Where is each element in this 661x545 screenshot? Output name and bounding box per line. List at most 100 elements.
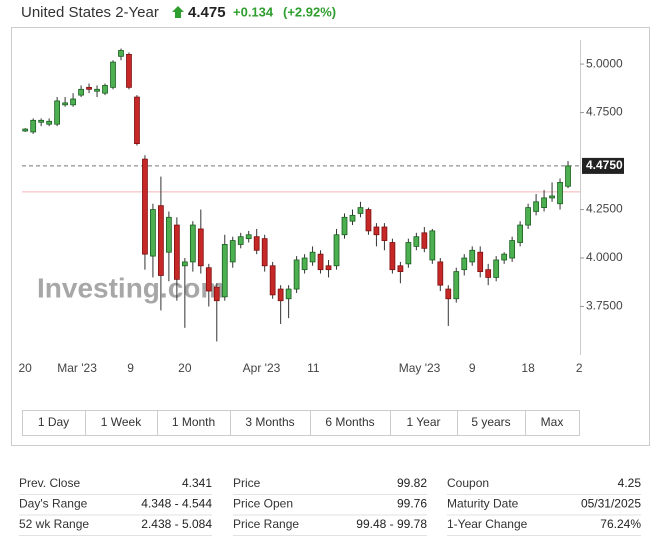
range-button-label[interactable]: 1 Day bbox=[38, 415, 69, 429]
candle-body bbox=[509, 240, 516, 259]
stat-label: Prev. Close bbox=[19, 476, 80, 490]
candle-body bbox=[557, 181, 563, 205]
y-tick-label: 4.7500 bbox=[586, 105, 623, 119]
last-price-label: 4.4750 bbox=[586, 158, 623, 172]
change: +0.134 bbox=[233, 4, 274, 19]
range-button-label[interactable]: 1 Year bbox=[406, 415, 440, 429]
candle-body bbox=[477, 251, 484, 273]
candle-body bbox=[501, 253, 508, 261]
candle-body bbox=[221, 244, 228, 298]
range-button[interactable] bbox=[390, 410, 458, 436]
candle-body bbox=[245, 234, 252, 240]
candle-body bbox=[357, 207, 364, 214]
range-buttons: 1 Day 1 Week 1 Month 3 Months 6 Months 1 Year… bbox=[22, 410, 580, 436]
range-button[interactable] bbox=[525, 410, 580, 436]
candle-body bbox=[533, 201, 539, 212]
candle-body bbox=[285, 288, 292, 300]
x-tick-label: 20 bbox=[178, 361, 192, 375]
candle-body bbox=[317, 253, 324, 271]
stat-value: 05/31/2025 bbox=[581, 497, 641, 511]
candle-body bbox=[118, 50, 124, 57]
stat-value: 4.25 bbox=[618, 476, 642, 490]
stat-value: 99.76 bbox=[397, 497, 427, 511]
x-tick-label: 9 bbox=[469, 361, 476, 375]
stat-label: Maturity Date bbox=[447, 497, 519, 511]
candle-body bbox=[309, 251, 316, 263]
range-button[interactable] bbox=[457, 410, 526, 436]
x-tick-label: 2 bbox=[576, 361, 583, 375]
range-button-label[interactable]: 1 Week bbox=[101, 415, 142, 429]
candle-body bbox=[197, 228, 204, 267]
candle-body bbox=[166, 216, 172, 253]
candle-body bbox=[126, 53, 132, 88]
candle-body bbox=[397, 265, 404, 273]
candle-body bbox=[189, 224, 196, 263]
candle-body bbox=[405, 242, 412, 265]
range-button-label[interactable]: 1 Month bbox=[172, 415, 215, 429]
x-tick-label: Mar '23 bbox=[57, 361, 97, 375]
range-button-label[interactable]: Max bbox=[541, 415, 564, 429]
stat-value: 99.82 bbox=[397, 476, 427, 490]
candle-body bbox=[94, 88, 100, 92]
candle-body bbox=[86, 86, 92, 90]
stat-value: 99.48 - 99.78 bbox=[356, 517, 427, 531]
candle-body bbox=[565, 165, 571, 187]
change-percent: (+2.92%) bbox=[283, 4, 336, 19]
candle-body bbox=[389, 242, 396, 271]
range-button[interactable] bbox=[22, 410, 86, 436]
x-tick-label: Apr '23 bbox=[243, 361, 281, 375]
candle-body bbox=[110, 61, 116, 88]
stat-value: 4.341 bbox=[182, 476, 212, 490]
candle-body bbox=[485, 269, 492, 278]
stat-label: Price bbox=[233, 476, 261, 490]
stat-value: 76.24% bbox=[600, 517, 641, 531]
range-button-label[interactable]: 3 Months bbox=[245, 415, 294, 429]
stat-label: Price Range bbox=[233, 517, 299, 531]
candle-body bbox=[517, 224, 524, 243]
y-tick-label: 4.2500 bbox=[586, 202, 623, 216]
candle-body bbox=[205, 267, 212, 292]
candle-body bbox=[38, 119, 45, 123]
candle-body bbox=[325, 265, 332, 271]
candle-body bbox=[541, 197, 547, 209]
stat-label: Price Open bbox=[233, 497, 293, 511]
candle-body bbox=[78, 88, 84, 96]
candle-body bbox=[333, 234, 340, 267]
candle-body bbox=[253, 236, 260, 251]
candle-body bbox=[437, 261, 444, 286]
stat-label: Coupon bbox=[447, 476, 489, 490]
candle-body bbox=[70, 98, 76, 106]
candle-body bbox=[381, 226, 388, 241]
candle-body bbox=[237, 236, 244, 245]
stat-value: 2.438 - 5.084 bbox=[141, 517, 212, 531]
candle-body bbox=[173, 224, 180, 280]
range-button-label[interactable]: 5 years bbox=[471, 415, 510, 429]
last-price-box bbox=[582, 157, 624, 174]
x-tick-label: 11 bbox=[307, 361, 320, 375]
y-tick-label: 5.0000 bbox=[586, 56, 623, 70]
candle-body bbox=[22, 128, 29, 132]
candle-body bbox=[181, 261, 188, 267]
range-button-label[interactable]: 6 Months bbox=[325, 415, 374, 429]
chart-frame bbox=[11, 27, 650, 446]
candle-body bbox=[150, 209, 156, 257]
candle-body bbox=[469, 249, 476, 263]
x-tick-label: 18 bbox=[521, 361, 535, 375]
candle-body bbox=[493, 259, 500, 278]
stat-value: 4.348 - 4.544 bbox=[141, 497, 212, 511]
candle-body bbox=[158, 205, 164, 276]
stat-label: 52 wk Range bbox=[19, 517, 89, 531]
x-tick-label: 20 bbox=[19, 361, 33, 375]
candle-body bbox=[229, 240, 236, 263]
candle-body bbox=[269, 265, 276, 296]
candle-body bbox=[341, 216, 348, 236]
candle-body bbox=[301, 257, 308, 271]
candle-body bbox=[54, 100, 60, 125]
watermark: Investing.com bbox=[37, 272, 225, 303]
candle-body bbox=[461, 257, 468, 271]
candle-body bbox=[421, 232, 428, 249]
candle-body bbox=[102, 85, 108, 94]
candle-body bbox=[213, 286, 220, 302]
